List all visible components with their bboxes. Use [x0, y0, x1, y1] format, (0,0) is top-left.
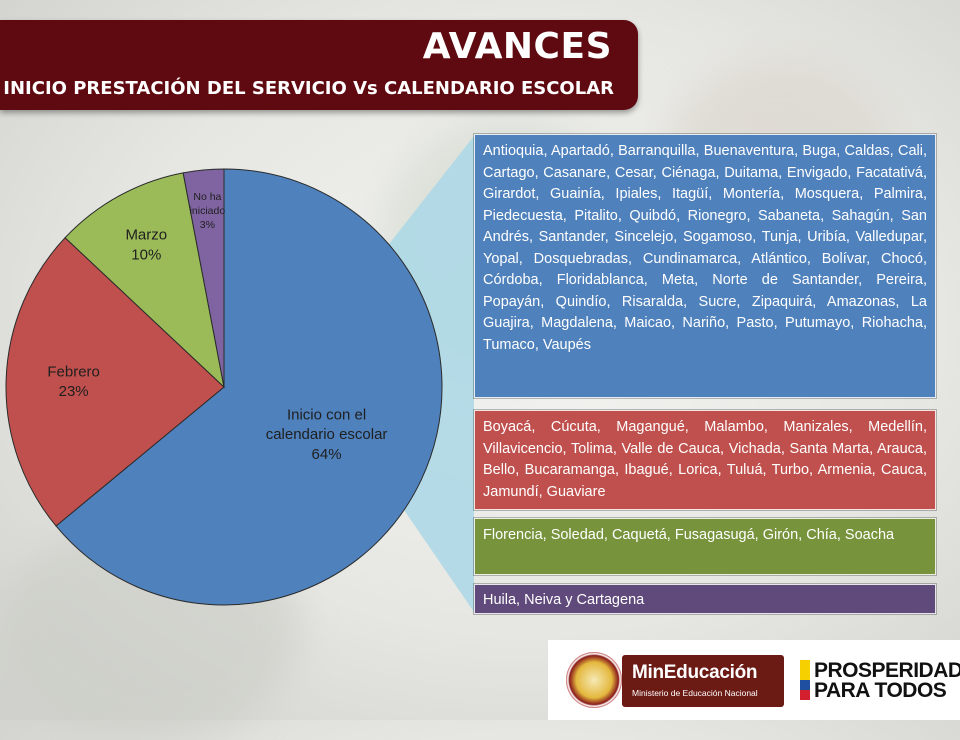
- list-marzo: Florencia, Soledad, Caquetá, Fusagasugá,…: [474, 518, 936, 575]
- pie-slice: [55, 168, 443, 606]
- slogan-line2: PARA TODOS: [814, 679, 947, 702]
- slice-category-label: Febrero: [47, 363, 100, 380]
- ministry-subtitle: Ministerio de Educación Nacional: [632, 688, 758, 698]
- pie-slice: [5, 237, 225, 527]
- slice-category-label: No ha: [193, 191, 221, 203]
- colombia-seal-icon: [566, 652, 622, 708]
- slice-category-label: Marzo: [125, 227, 167, 244]
- ministry-name: MinEducación: [632, 662, 758, 683]
- list-marzo-text: Florencia, Soledad, Caquetá, Fusagasugá,…: [483, 527, 895, 543]
- list-no-iniciado-text: Huila, Neiva y Cartagena: [483, 592, 645, 608]
- pie-chart: Inicio con el calendario escolar 64% Febrer…: [5, 136, 474, 612]
- pie-slice: [64, 172, 225, 389]
- slogan-line1: PROSPERIDAD: [814, 659, 960, 682]
- list-no-iniciado: Huila, Neiva y Cartagena: [474, 584, 936, 614]
- mineducacion-logo: MinEducación Ministerio de Educación Nac…: [622, 655, 784, 707]
- list-febrero-text: Boyacá, Cúcuta, Magangué, Malambo, Maniz…: [483, 419, 927, 500]
- colombia-flag-icon: [800, 660, 810, 700]
- slice-value-label: 3%: [200, 219, 215, 231]
- title-banner: AVANCES INICIO PRESTACIÓN DEL SERVICIO V…: [0, 20, 638, 110]
- slice-value-label: 10%: [131, 247, 161, 264]
- list-febrero: Boyacá, Cúcuta, Magangué, Malambo, Maniz…: [474, 410, 936, 510]
- slice-category-label: iniciado: [190, 205, 226, 217]
- slice-value-label: 64%: [312, 446, 342, 463]
- page-subtitle: INICIO PRESTACIÓN DEL SERVICIO Vs CALEND…: [3, 78, 614, 99]
- list-inicio-text: Antioquia, Apartadó, Barranquilla, Buena…: [483, 143, 927, 353]
- slice-category-label: calendario escolar: [266, 426, 388, 443]
- list-inicio-calendario: Antioquia, Apartadó, Barranquilla, Buena…: [474, 134, 936, 398]
- pie-slice: [182, 168, 225, 388]
- slice-value-label: 23%: [59, 383, 89, 400]
- slice-category-label: Inicio con el: [287, 406, 366, 423]
- page-title: AVANCES: [422, 26, 612, 67]
